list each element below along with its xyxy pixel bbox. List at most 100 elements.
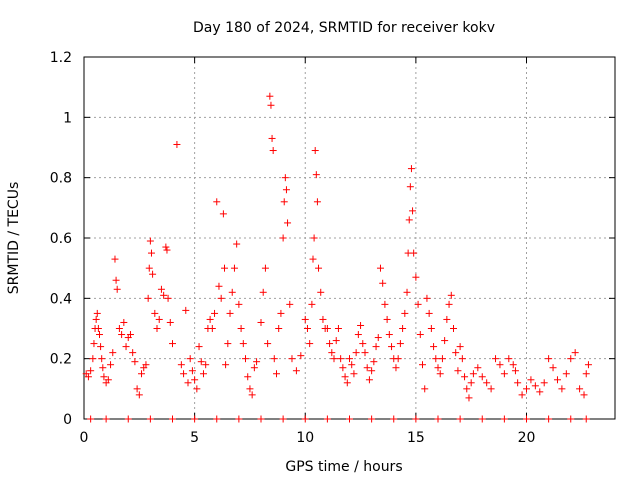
- data-point: [146, 415, 154, 423]
- data-point: [392, 364, 400, 372]
- data-point: [427, 325, 435, 332]
- data-point: [97, 343, 105, 351]
- data-point: [465, 394, 473, 402]
- data-point: [261, 264, 269, 272]
- data-point: [370, 358, 378, 366]
- data-point: [425, 309, 433, 317]
- data-point: [396, 340, 404, 348]
- data-point: [133, 385, 141, 393]
- data-point: [430, 343, 438, 351]
- data-point: [576, 385, 584, 393]
- data-point: [149, 270, 157, 278]
- data-point: [406, 183, 414, 191]
- data-point: [124, 415, 132, 423]
- data-point: [452, 349, 460, 357]
- data-point: [449, 325, 457, 332]
- data-point: [337, 355, 345, 363]
- data-point: [500, 415, 508, 423]
- data-point: [155, 315, 163, 323]
- data-point: [113, 285, 121, 293]
- data-point: [166, 318, 174, 326]
- data-point: [509, 361, 517, 369]
- data-point: [359, 340, 367, 348]
- data-point: [463, 385, 471, 393]
- data-point: [153, 325, 161, 332]
- data-point: [142, 361, 150, 369]
- data-point: [129, 349, 137, 357]
- data-point: [365, 376, 373, 384]
- data-point: [332, 337, 340, 345]
- data-point: [553, 376, 561, 384]
- data-point: [419, 361, 427, 369]
- data-point: [99, 364, 107, 372]
- data-point: [438, 355, 446, 363]
- data-point: [443, 315, 451, 323]
- data-point: [220, 264, 228, 272]
- data-point: [376, 264, 384, 272]
- data-point: [487, 385, 495, 393]
- data-point: [277, 309, 285, 317]
- data-point: [257, 415, 265, 423]
- data-point: [383, 315, 391, 323]
- data-point: [385, 331, 393, 339]
- data-point: [186, 355, 194, 363]
- data-point: [193, 385, 201, 393]
- data-point: [405, 216, 413, 224]
- data-point: [407, 165, 415, 173]
- data-point: [230, 264, 238, 272]
- data-point: [269, 147, 277, 155]
- data-point: [571, 349, 579, 357]
- data-point: [286, 300, 294, 308]
- data-point: [233, 240, 241, 248]
- data-point: [414, 300, 422, 308]
- data-point: [346, 355, 353, 363]
- data-point: [394, 355, 402, 363]
- data-point: [87, 415, 95, 423]
- data-point: [403, 288, 411, 296]
- data-point: [138, 370, 146, 378]
- data-point: [492, 355, 500, 363]
- data-point: [399, 325, 407, 332]
- data-point: [306, 340, 314, 348]
- x-tick-label: 20: [518, 430, 536, 446]
- data-point: [173, 140, 181, 148]
- data-point: [301, 415, 309, 423]
- data-point: [390, 415, 398, 423]
- data-point: [412, 415, 420, 423]
- data-point: [523, 415, 530, 423]
- data-point: [368, 367, 376, 375]
- data-point: [313, 198, 321, 206]
- data-point: [567, 415, 575, 423]
- data-point: [144, 294, 152, 302]
- data-point: [145, 264, 153, 272]
- data-point: [237, 325, 245, 332]
- data-point: [357, 321, 365, 329]
- data-point: [348, 361, 356, 369]
- data-point: [109, 349, 117, 357]
- data-point: [253, 358, 261, 366]
- data-point: [151, 309, 159, 317]
- data-point: [177, 361, 185, 369]
- x-tick-label: 0: [80, 430, 89, 446]
- y-tick-label: 0.2: [50, 352, 72, 368]
- data-point: [126, 331, 134, 339]
- data-point: [312, 171, 320, 179]
- data-point: [191, 415, 199, 423]
- data-point: [250, 364, 258, 372]
- data-point: [301, 315, 309, 323]
- data-point: [500, 370, 508, 378]
- data-point: [545, 355, 553, 363]
- data-point: [92, 315, 100, 323]
- data-point: [213, 198, 221, 206]
- data-point: [235, 415, 243, 423]
- data-point: [281, 174, 289, 182]
- data-point: [580, 391, 588, 399]
- data-point: [421, 385, 429, 393]
- data-point: [469, 370, 477, 378]
- y-tick-label: 0.8: [50, 171, 72, 187]
- data-point: [334, 325, 342, 332]
- data-point: [368, 415, 376, 423]
- data-point: [215, 282, 223, 290]
- data-point: [582, 415, 590, 423]
- x-tick-label: 10: [296, 430, 314, 446]
